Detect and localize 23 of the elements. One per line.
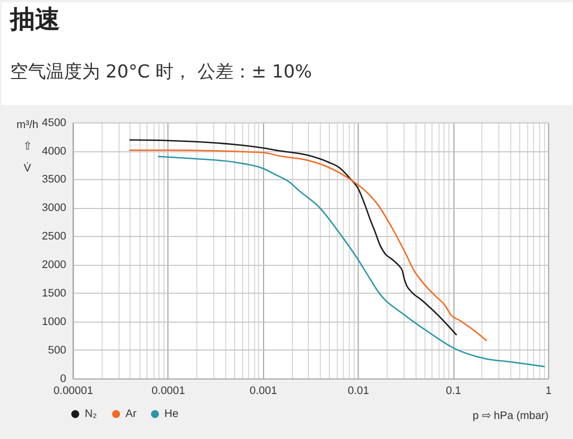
y-axis-title: m³/h ⇧ V̇ — [16, 118, 38, 175]
y-tick-label: 3000 — [42, 202, 66, 214]
chart-subtitle: 空气温度为 20°C 时， 公差：± 10% — [10, 62, 312, 83]
legend-label: N₂ — [84, 408, 97, 420]
x-tick-label: 0.1 — [446, 384, 462, 397]
chart-title: 抽速 — [8, 6, 60, 34]
y-tick-label: 2500 — [42, 230, 66, 243]
y-tick-label: 500 — [48, 344, 66, 356]
x-axis-title: p ⇨ hPa (mbar) — [472, 410, 549, 422]
y-tick-label: 1500 — [42, 288, 66, 300]
y-tick-label: 2000 — [42, 259, 66, 272]
x-tick-label: 0.0001 — [152, 384, 186, 397]
y-tick-label: 0 — [60, 372, 66, 385]
x-tick-label: 0.00001 — [53, 384, 94, 397]
y-tick-label: 1000 — [42, 316, 66, 328]
x-tick-label: 0.001 — [250, 384, 278, 397]
legend-label: Ar — [126, 408, 137, 420]
y-tick-label: 4500 — [42, 116, 66, 129]
x-tick-label: 1 — [546, 384, 552, 397]
legend-label: He — [164, 408, 178, 420]
y-tick-label: 4000 — [42, 145, 66, 158]
y-tick-label: 3500 — [42, 174, 66, 186]
x-tick-label: 0.01 — [348, 384, 370, 397]
